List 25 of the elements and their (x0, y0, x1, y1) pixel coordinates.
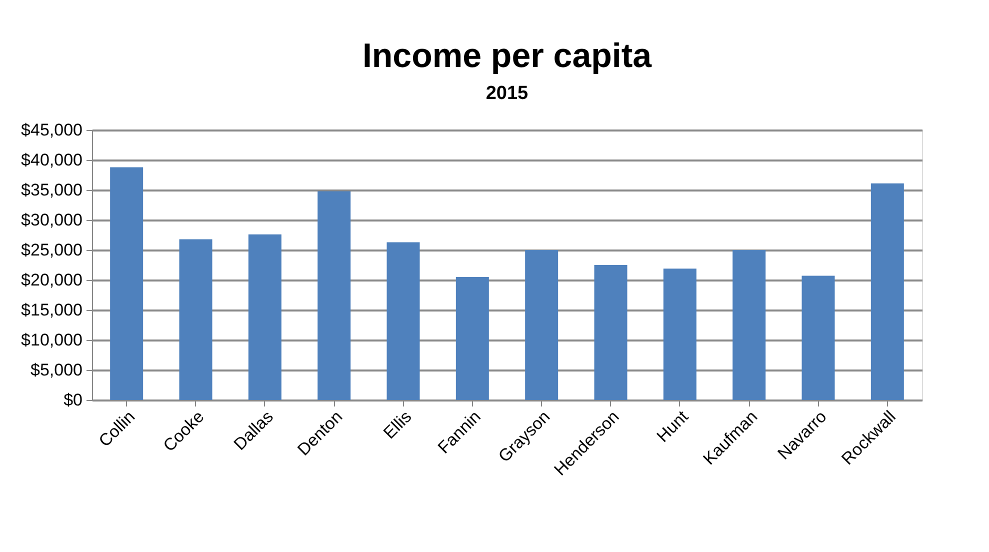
bar (802, 276, 835, 400)
bar (456, 277, 489, 400)
bar (386, 242, 420, 400)
y-tick-label: $10,000 (21, 330, 82, 350)
bar (870, 183, 904, 400)
bar (732, 250, 766, 400)
y-tick-label: $30,000 (21, 210, 82, 230)
bar (318, 191, 351, 400)
bar (179, 239, 212, 400)
bar (248, 234, 282, 400)
bar (663, 268, 696, 400)
chart-subtitle: 2015 (486, 83, 529, 104)
y-tick-label: $15,000 (21, 300, 82, 320)
bar (594, 265, 628, 400)
y-tick-label: $35,000 (21, 180, 82, 200)
y-tick-label: $5,000 (30, 360, 82, 380)
y-tick-label: $0 (64, 390, 82, 410)
bar (525, 250, 558, 400)
bar (110, 167, 144, 400)
y-tick-label: $25,000 (21, 240, 82, 260)
y-tick-label: $20,000 (21, 270, 82, 290)
y-tick-label: $40,000 (21, 150, 82, 170)
x-tick-label: Ellis (380, 407, 416, 443)
chart-title: Income per capita (362, 37, 653, 75)
y-tick-label: $45,000 (21, 120, 82, 140)
